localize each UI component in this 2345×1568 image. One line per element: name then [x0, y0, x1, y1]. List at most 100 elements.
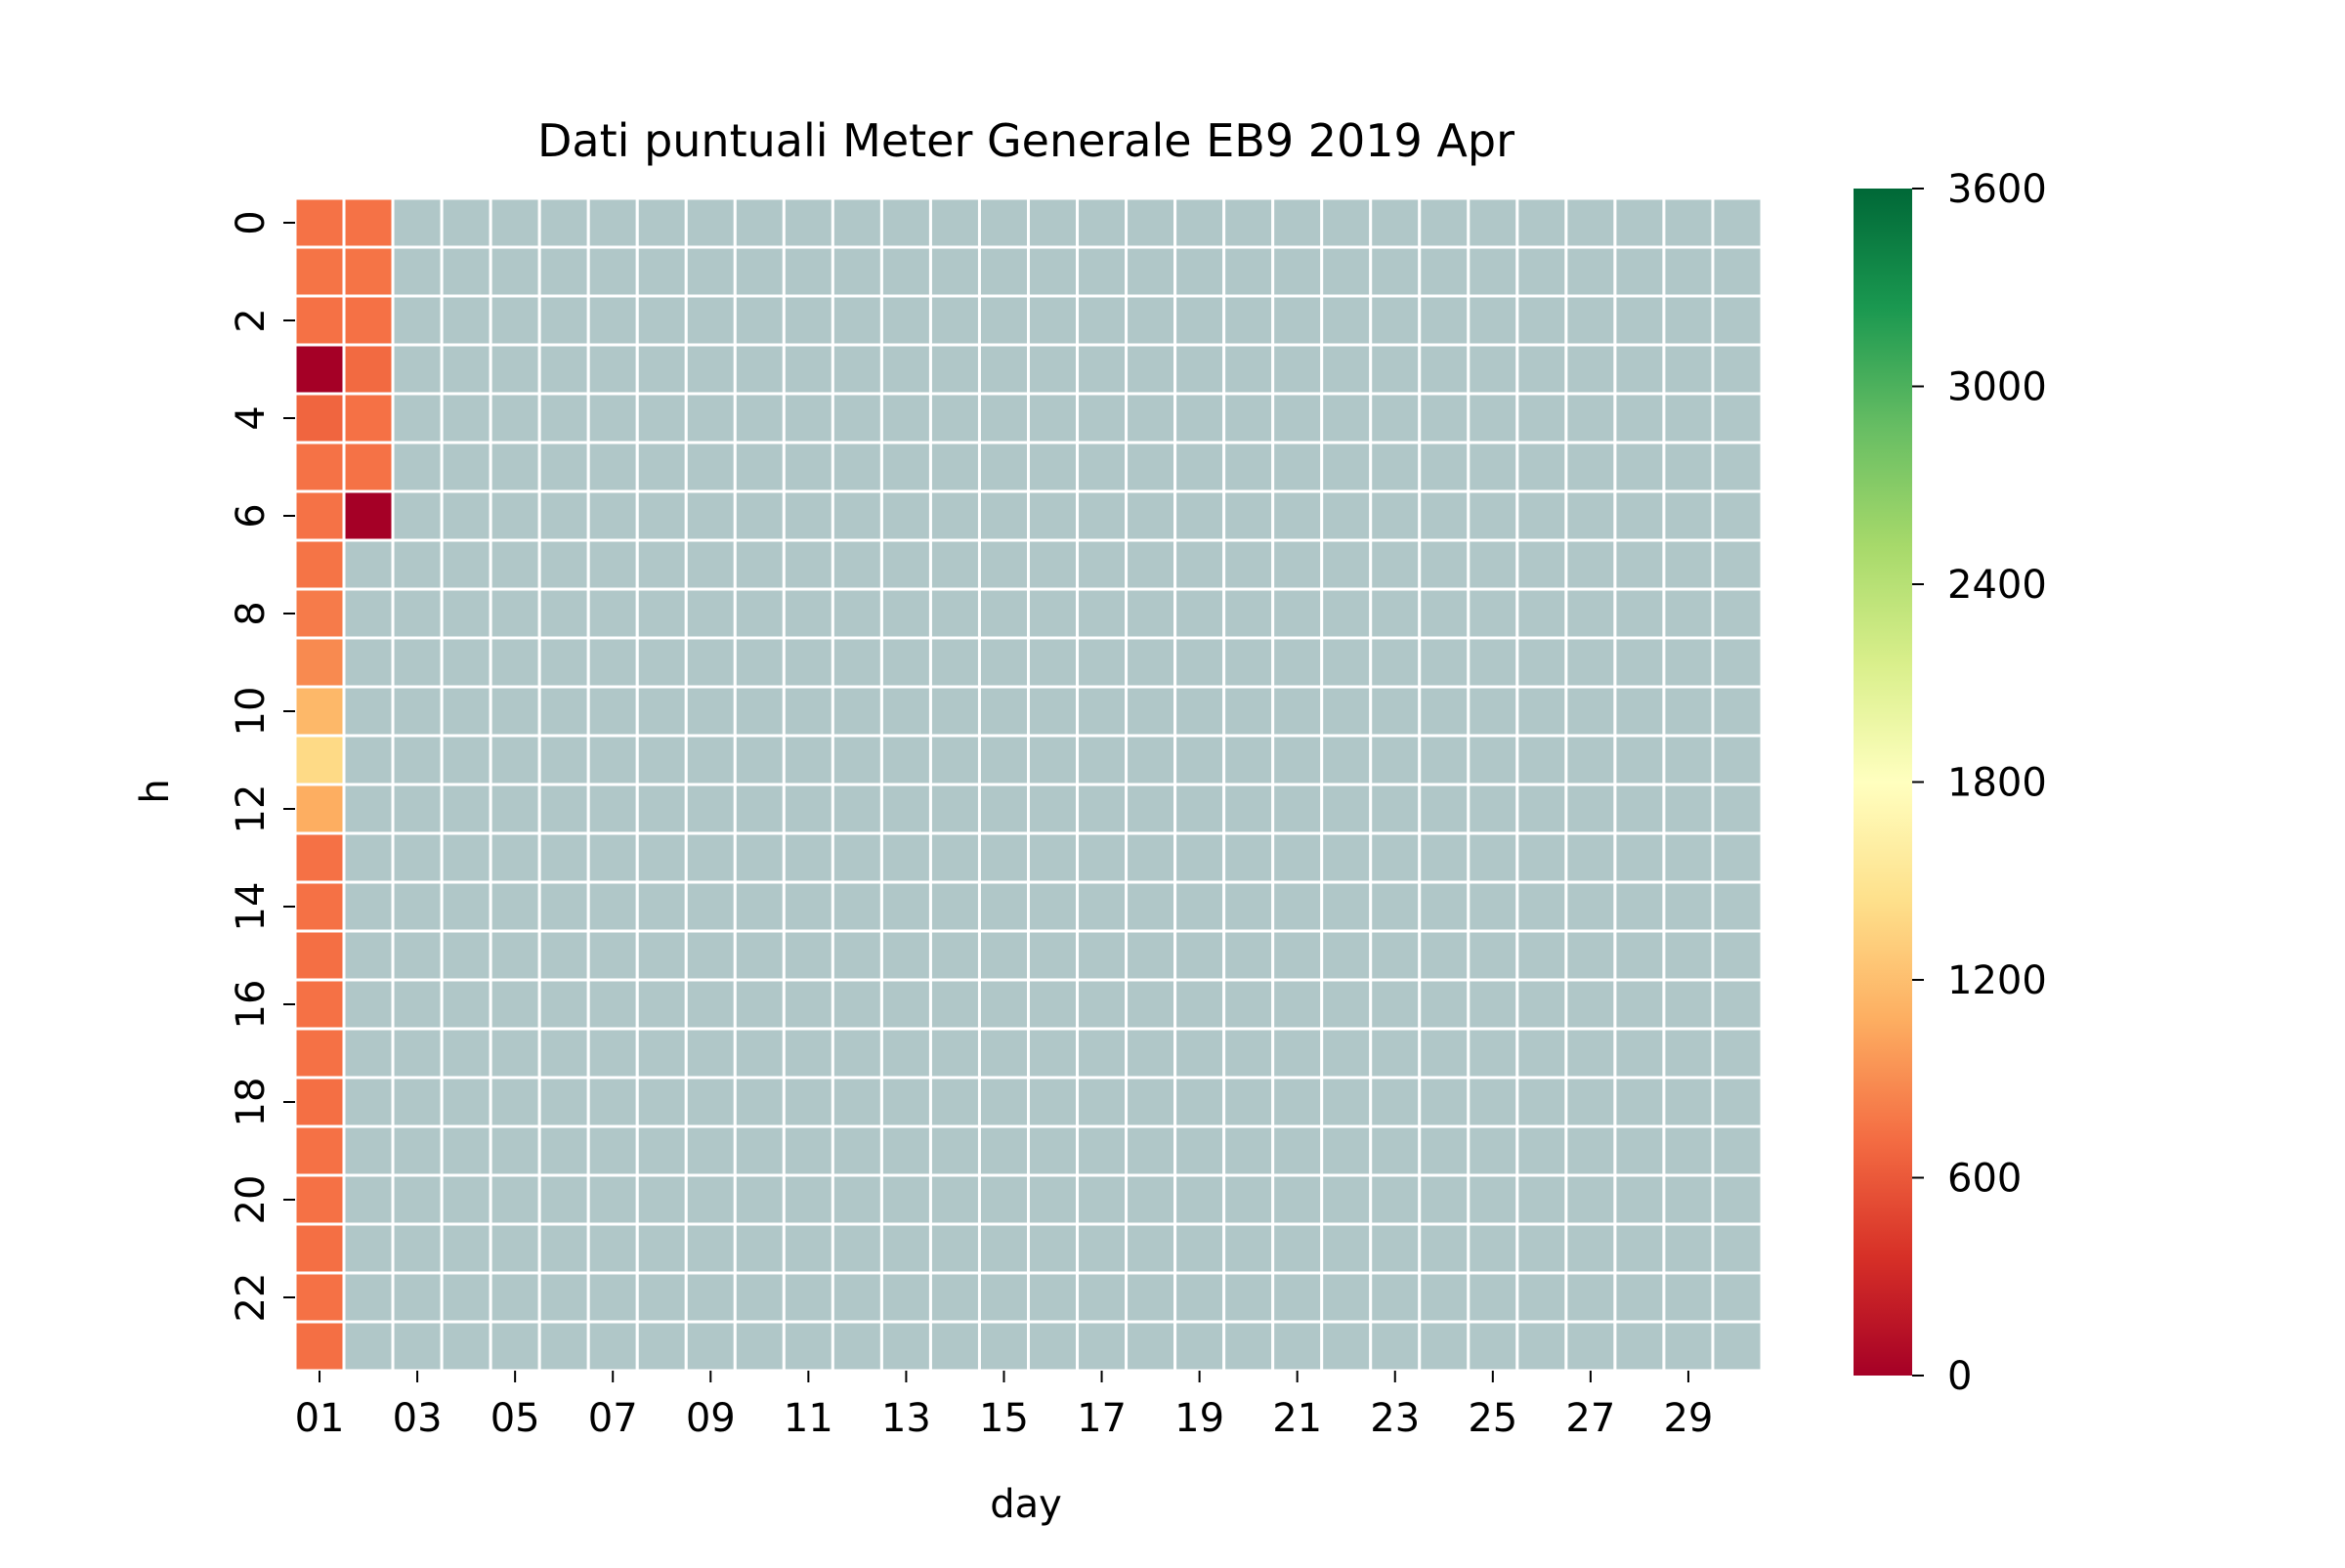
y-tick-label: 8	[229, 601, 274, 625]
heatmap-cell	[1271, 1027, 1324, 1080]
heatmap-cell	[1369, 441, 1422, 493]
heatmap-cell	[1125, 1271, 1177, 1324]
heatmap-cell	[928, 489, 981, 542]
heatmap-cell	[1271, 978, 1324, 1031]
heatmap-cell	[635, 245, 688, 298]
heatmap-cell	[1076, 538, 1129, 591]
heatmap-cell	[1125, 441, 1177, 493]
heatmap-cell	[733, 978, 786, 1031]
heatmap-cell	[635, 587, 688, 640]
heatmap-cell	[1564, 441, 1617, 493]
heatmap-cell	[391, 685, 444, 738]
heatmap-cell	[537, 929, 590, 982]
heatmap-cell	[1173, 734, 1226, 786]
heatmap-cell	[586, 441, 639, 493]
heatmap-cell	[879, 587, 932, 640]
heatmap-cell	[831, 1124, 883, 1177]
heatmap-cell	[782, 1222, 834, 1275]
heatmap-cell	[1564, 831, 1617, 884]
heatmap-cells	[293, 196, 1764, 1373]
heatmap-cell	[1662, 392, 1715, 445]
heatmap-cell	[1076, 831, 1129, 884]
heatmap-cell	[684, 587, 737, 640]
heatmap-cell	[1418, 685, 1471, 738]
heatmap-cell	[879, 489, 932, 542]
heatmap-cell	[1515, 978, 1568, 1031]
heatmap-cell	[1125, 489, 1177, 542]
heatmap-cell	[586, 1222, 639, 1275]
heatmap-cell	[1125, 1173, 1177, 1226]
heatmap-cell	[977, 587, 1031, 640]
heatmap-cell	[489, 831, 541, 884]
heatmap-cell	[635, 1320, 688, 1373]
heatmap-cell	[489, 1124, 541, 1177]
heatmap-cell	[1613, 1027, 1666, 1080]
heatmap-cell	[684, 1271, 737, 1324]
heatmap-cell	[1613, 294, 1666, 347]
x-tick-label: 01	[295, 1396, 345, 1441]
heatmap-cell	[342, 783, 395, 835]
heatmap-cell	[635, 880, 688, 933]
heatmap-cell	[1027, 1027, 1080, 1080]
heatmap-cell	[684, 1222, 737, 1275]
heatmap-cell	[1369, 636, 1422, 689]
heatmap-cell	[1320, 1320, 1373, 1373]
heatmap-cell	[733, 783, 786, 835]
heatmap-cell	[1613, 343, 1666, 396]
heatmap-cell	[1418, 1271, 1471, 1324]
heatmap-cell	[1222, 1027, 1275, 1080]
heatmap-cell	[1125, 636, 1177, 689]
heatmap-cell	[1711, 489, 1764, 542]
heatmap-cell	[440, 734, 492, 786]
heatmap-cell	[1467, 1271, 1519, 1324]
heatmap-cell	[831, 489, 883, 542]
heatmap-cell	[977, 978, 1031, 1031]
heatmap-cell	[342, 1173, 395, 1226]
heatmap-cell	[635, 343, 688, 396]
heatmap-cell	[1173, 343, 1226, 396]
heatmap-cell	[1418, 783, 1471, 835]
heatmap-cell	[1711, 1076, 1764, 1128]
heatmap-cell	[1613, 1173, 1666, 1226]
heatmap-cell	[1564, 587, 1617, 640]
heatmap-cell	[782, 1076, 834, 1128]
heatmap-cell	[879, 1271, 932, 1324]
heatmap-cell	[1564, 734, 1617, 786]
heatmap-cell	[1369, 1320, 1422, 1373]
heatmap-cell	[293, 392, 346, 445]
heatmap-cell	[537, 1027, 590, 1080]
heatmap-cell	[684, 1320, 737, 1373]
heatmap-cell	[440, 831, 492, 884]
heatmap-cell	[1662, 783, 1715, 835]
heatmap-cell	[977, 1271, 1031, 1324]
heatmap-cell	[977, 636, 1031, 689]
heatmap-cell	[440, 880, 492, 933]
heatmap-cell	[879, 1173, 932, 1226]
heatmap-cell	[977, 1027, 1031, 1080]
heatmap-cell	[1320, 783, 1373, 835]
heatmap-cell	[733, 343, 786, 396]
heatmap-cell	[489, 1027, 541, 1080]
heatmap-cell	[293, 783, 346, 835]
colorbar	[1854, 189, 1912, 1376]
heatmap-cell	[1564, 1027, 1617, 1080]
heatmap-cell	[1564, 1271, 1617, 1324]
heatmap-cell	[1467, 685, 1519, 738]
heatmap-cell	[1173, 636, 1226, 689]
heatmap-cell	[831, 880, 883, 933]
heatmap-cell	[440, 1027, 492, 1080]
heatmap-cell	[293, 880, 346, 933]
heatmap-cell	[586, 1027, 639, 1080]
heatmap-cell	[1173, 1027, 1226, 1080]
heatmap-cell	[831, 1320, 883, 1373]
heatmap-cell	[1222, 1173, 1275, 1226]
heatmap-cell	[1515, 441, 1568, 493]
colorbar-tick-label: 3600	[1947, 167, 2047, 212]
heatmap-cell	[1564, 489, 1617, 542]
heatmap-cell	[489, 538, 541, 591]
heatmap-cell	[684, 196, 737, 249]
heatmap-cell	[1222, 587, 1275, 640]
heatmap-cell	[782, 1027, 834, 1080]
heatmap-cell	[1369, 1027, 1422, 1080]
heatmap-cell	[1418, 441, 1471, 493]
